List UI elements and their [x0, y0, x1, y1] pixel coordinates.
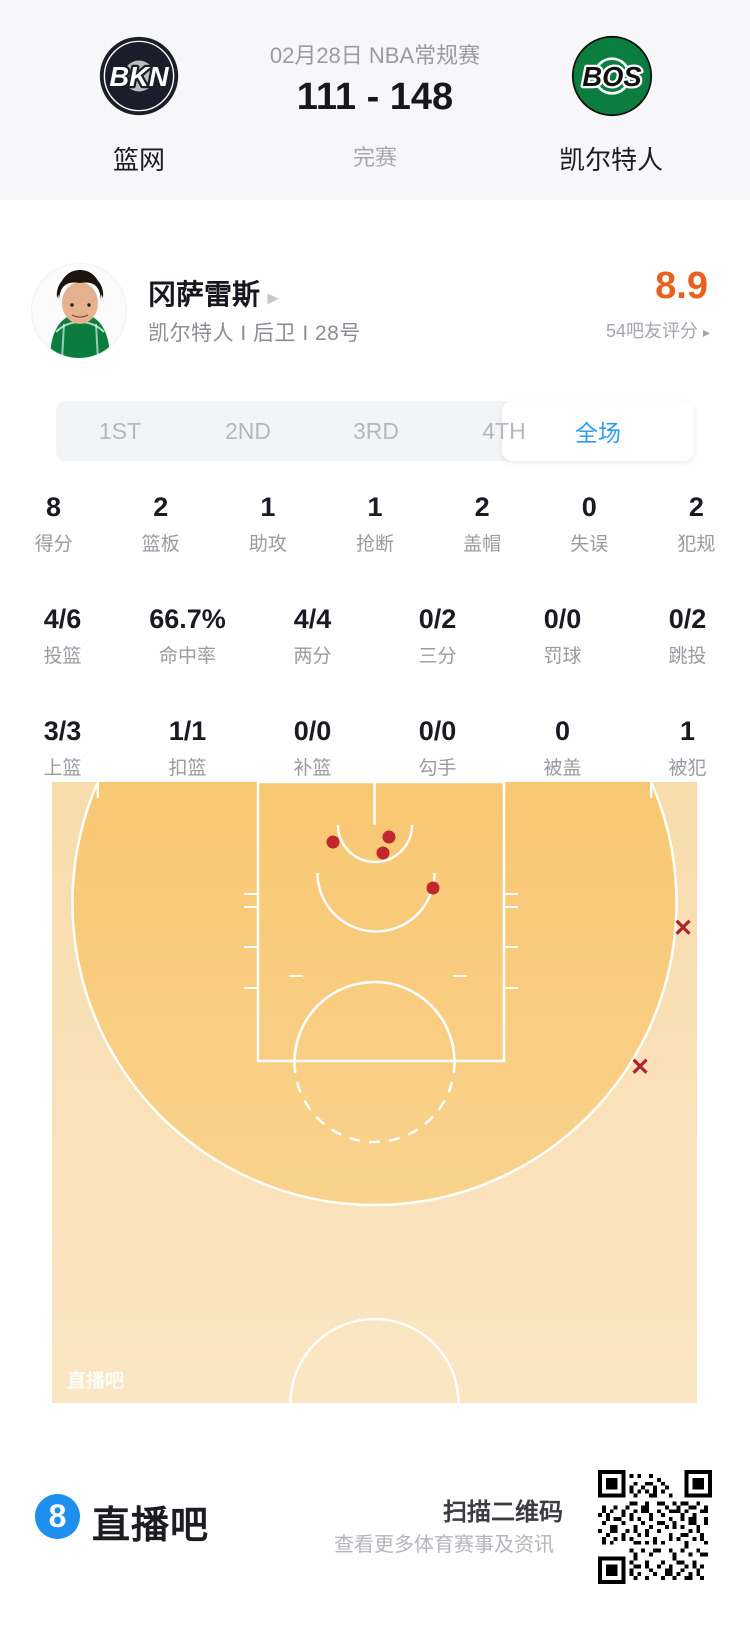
svg-text:BKN: BKN	[109, 61, 169, 92]
svg-text:BOS: BOS	[582, 61, 641, 92]
svg-text:直播吧: 直播吧	[67, 1369, 124, 1392]
